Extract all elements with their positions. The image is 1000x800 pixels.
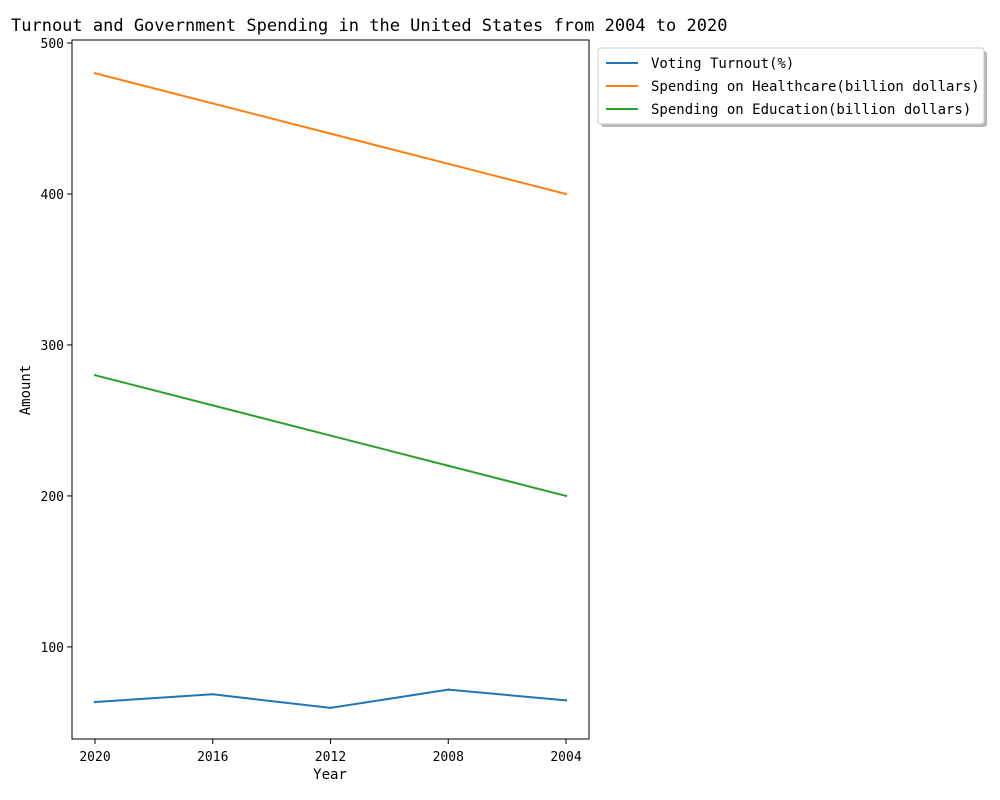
y-tick-label: 400 — [41, 188, 64, 203]
data-point — [329, 434, 332, 437]
x-tick-label: 2012 — [315, 750, 346, 765]
data-point — [564, 699, 568, 702]
x-tick-label: 2004 — [550, 750, 581, 765]
data-point — [329, 132, 332, 135]
data-point — [93, 72, 97, 75]
x-axis-label: Year — [313, 767, 347, 783]
series-line-0 — [94, 688, 567, 709]
data-point — [564, 192, 568, 196]
data-point — [564, 494, 568, 498]
data-point — [93, 700, 97, 704]
data-point — [329, 706, 332, 710]
chart-title: Turnout and Government Spending in the U… — [11, 16, 727, 36]
y-tick-label: 500 — [41, 37, 64, 52]
legend-label: Voting Turnout(%) — [651, 56, 794, 72]
legend-box — [597, 47, 985, 125]
data-point — [447, 688, 450, 691]
x-axis: 2020 2016 2012 2008 2004 — [79, 739, 582, 765]
series-layer — [93, 72, 568, 710]
legend: Voting Turnout(%) Spending on Healthcare(… — [597, 47, 987, 127]
data-point — [447, 162, 450, 165]
data-point — [211, 404, 214, 407]
y-tick-label: 100 — [41, 641, 64, 656]
legend-items: Voting Turnout(%) Spending on Healthcare(… — [606, 56, 980, 118]
x-tick-label: 2020 — [79, 750, 110, 765]
data-point — [447, 464, 450, 467]
legend-label: Spending on Education(billion dollars) — [651, 102, 971, 118]
legend-label: Spending on Healthcare(billion dollars) — [651, 79, 980, 95]
data-point — [211, 102, 214, 105]
x-tick-label: 2016 — [197, 750, 228, 765]
y-axis-label: Amount — [18, 365, 34, 416]
data-point — [93, 373, 97, 377]
data-point — [211, 693, 214, 696]
y-axis: 100 200 300 400 500 — [41, 37, 72, 656]
y-tick-label: 200 — [41, 490, 64, 505]
x-tick-label: 2008 — [433, 750, 464, 765]
y-tick-label: 300 — [41, 339, 64, 354]
